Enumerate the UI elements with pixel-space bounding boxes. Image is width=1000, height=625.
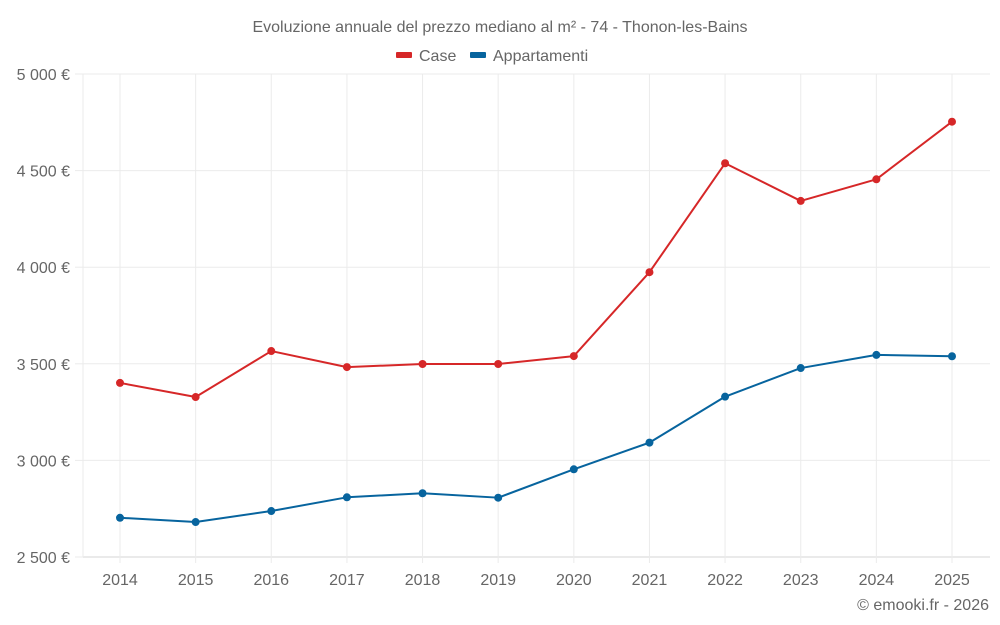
x-tick-label: 2022 xyxy=(707,572,743,589)
legend-item-case[interactable]: Case xyxy=(396,48,456,65)
data-point-appartamenti[interactable] xyxy=(116,513,124,522)
x-tick-label: 2017 xyxy=(329,572,365,589)
x-tick-label: 2021 xyxy=(632,572,668,589)
data-point-case[interactable] xyxy=(267,347,276,356)
data-point-case[interactable] xyxy=(191,393,200,402)
credit-text: © emooki.fr - 2026 xyxy=(857,597,989,614)
series-case xyxy=(116,117,956,402)
data-point-case[interactable] xyxy=(418,359,427,368)
legend-item-appartamenti[interactable]: Appartamenti xyxy=(470,48,588,65)
y-axis: 2 500 € 3 000 € 3 500 € 4 000 € 4 500 € 5 000… xyxy=(17,67,83,567)
legend-label-case: Case xyxy=(419,48,456,65)
x-tick-label: 2014 xyxy=(102,572,138,589)
data-point-appartamenti[interactable] xyxy=(569,465,578,474)
x-tick-label: 2019 xyxy=(480,572,516,589)
y-tick-label: 3 000 € xyxy=(17,453,70,470)
series-line-case xyxy=(119,120,953,399)
legend-swatch-case xyxy=(396,52,412,58)
y-tick-label: 4 000 € xyxy=(17,260,70,277)
data-point-appartamenti[interactable] xyxy=(645,438,654,447)
x-tick-label: 2018 xyxy=(405,572,441,589)
data-point-case[interactable] xyxy=(494,359,503,368)
data-point-appartamenti[interactable] xyxy=(796,364,805,373)
data-point-case[interactable] xyxy=(872,175,881,184)
x-tick-label: 2015 xyxy=(178,572,214,589)
x-tick-label: 2020 xyxy=(556,572,592,589)
x-tick-label: 2023 xyxy=(783,572,819,589)
data-point-case[interactable] xyxy=(116,378,124,387)
x-tick-label: 2024 xyxy=(859,572,895,589)
data-point-case[interactable] xyxy=(645,268,654,277)
x-tick-label: 2016 xyxy=(253,572,289,589)
chart-title: Evoluzione annuale del prezzo mediano al… xyxy=(252,19,747,36)
data-point-appartamenti[interactable] xyxy=(342,493,351,502)
x-tick-label: 2025 xyxy=(934,572,970,589)
y-tick-label: 3 500 € xyxy=(17,357,70,374)
data-point-appartamenti[interactable] xyxy=(267,507,276,516)
data-point-appartamenti[interactable] xyxy=(494,493,503,502)
data-point-case[interactable] xyxy=(569,352,578,361)
y-tick-label: 4 500 € xyxy=(17,164,70,181)
x-gridlines xyxy=(82,74,953,563)
data-point-case[interactable] xyxy=(948,117,956,126)
legend-label-appartamenti: Appartamenti xyxy=(493,48,588,65)
x-axis: 2014 2015 2016 2017 2018 2019 2020 2021 2022 2023… xyxy=(102,572,970,589)
data-point-appartamenti[interactable] xyxy=(872,350,881,359)
series-group xyxy=(116,117,956,527)
data-point-case[interactable] xyxy=(796,196,805,205)
series-line-appartamenti xyxy=(119,353,953,524)
data-point-appartamenti[interactable] xyxy=(721,392,730,401)
data-point-appartamenti[interactable] xyxy=(418,489,427,498)
series-appartamenti xyxy=(116,350,956,527)
y-tick-label: 2 500 € xyxy=(17,550,70,567)
legend-swatch-appartamenti xyxy=(470,52,486,58)
data-point-case[interactable] xyxy=(342,363,351,372)
y-tick-label: 5 000 € xyxy=(17,67,70,84)
data-point-appartamenti[interactable] xyxy=(948,352,956,361)
data-point-appartamenti[interactable] xyxy=(191,518,200,527)
y-gridlines xyxy=(83,73,990,558)
data-point-case[interactable] xyxy=(721,159,730,168)
legend: Case Appartamenti xyxy=(396,48,588,65)
